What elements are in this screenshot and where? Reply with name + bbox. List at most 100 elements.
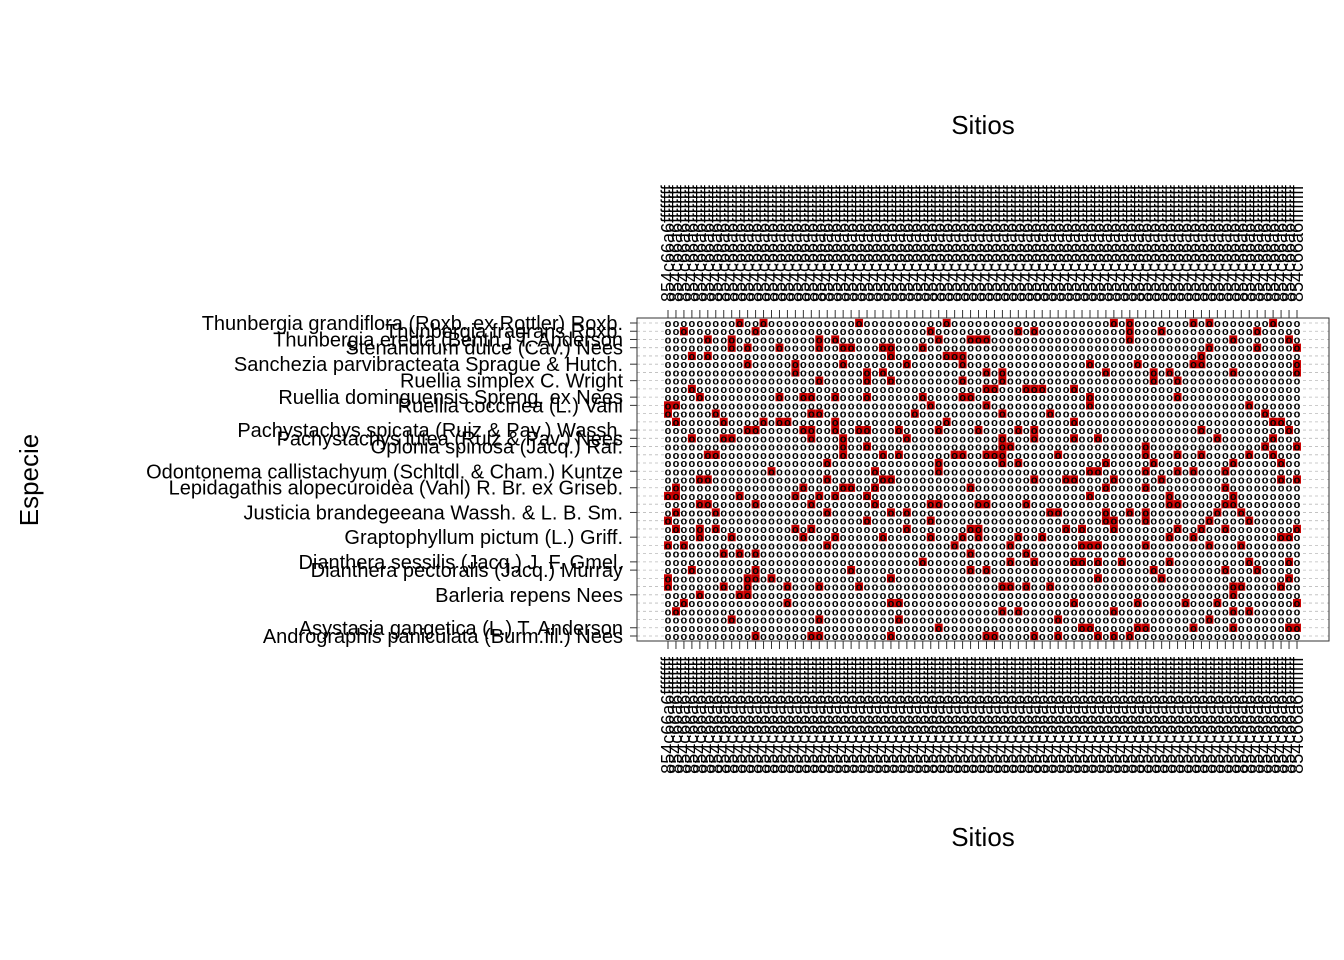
cell-symbol: o [943, 573, 950, 585]
cell-symbol: o [1286, 425, 1293, 437]
cell-present [751, 327, 760, 336]
cell-symbol: o [1286, 483, 1293, 495]
cell-symbol: o [888, 326, 895, 338]
cell-symbol: o [864, 582, 871, 594]
cell-symbol: o [919, 376, 926, 388]
cell-symbol: o [911, 615, 918, 627]
cell-symbol: o [1071, 582, 1078, 594]
cell-present [1109, 318, 1118, 328]
cell-symbol: o [1166, 623, 1173, 635]
cell-symbol: o [1270, 343, 1277, 355]
cell-symbol: o [999, 598, 1006, 610]
cell-symbol: o [720, 318, 727, 330]
cell-symbol: o [935, 343, 942, 355]
cell-symbol: o [800, 376, 807, 388]
cell-symbol: o [1023, 606, 1030, 618]
cell-symbol: o [681, 409, 688, 421]
cell-symbol: o [1286, 524, 1293, 536]
cell-symbol: o [832, 565, 839, 577]
cell-present [1125, 318, 1134, 328]
cell-symbol: o [896, 483, 903, 495]
cell-symbol: o [800, 384, 807, 396]
cell-symbol: o [689, 318, 696, 330]
cell-symbol: o [800, 532, 807, 544]
cell-present [1141, 450, 1150, 459]
cell-symbol: o [792, 516, 799, 528]
cell-symbol: o [911, 483, 918, 495]
cell-symbol: o [752, 549, 759, 561]
cell-symbol: o [665, 367, 672, 379]
cell-symbol: o [681, 516, 688, 528]
cell-present [727, 434, 736, 443]
cell-symbol: o [959, 565, 966, 577]
cell-symbol: o [903, 598, 910, 610]
cell-present [1213, 508, 1222, 517]
cell-present [1205, 343, 1214, 352]
cell-symbol: o [1039, 458, 1046, 470]
cell-symbol: o [1182, 466, 1189, 478]
cell-symbol: o [1158, 450, 1165, 462]
cell-symbol: o [760, 598, 767, 610]
cell-symbol: o [832, 606, 839, 618]
cell-symbol: o [1103, 466, 1110, 478]
cell-symbol: o [1270, 351, 1277, 363]
cell-symbol: o [1150, 606, 1157, 618]
cell-symbol: o [967, 557, 974, 569]
cell-symbol: o [1087, 615, 1094, 627]
cell-symbol: o [792, 565, 799, 577]
cell-present [966, 483, 975, 492]
cell-symbol: o [1278, 540, 1285, 552]
cell-symbol: o [744, 606, 751, 618]
cell-symbol: o [1095, 384, 1102, 396]
cell-symbol: o [1015, 326, 1022, 338]
cell-symbol: o [1118, 549, 1125, 561]
cell-symbol: o [880, 359, 887, 371]
cell-symbol: o [744, 573, 751, 585]
cell-symbol: o [1174, 376, 1181, 388]
cell-symbol: o [911, 475, 918, 487]
cell-symbol: o [1182, 359, 1189, 371]
cell-symbol: o [1134, 516, 1141, 528]
cell-symbol: o [1254, 524, 1261, 536]
cell-symbol: o [1158, 573, 1165, 585]
cell-present [1293, 524, 1301, 534]
cell-present [807, 393, 816, 402]
cell-symbol: o [1071, 409, 1078, 421]
cell-symbol: o [689, 631, 696, 643]
cell-symbol: o [880, 516, 887, 528]
cell-symbol: o [911, 409, 918, 421]
cell-symbol: o [1071, 615, 1078, 627]
cell-symbol: o [1230, 582, 1237, 594]
cell-symbol: o [760, 532, 767, 544]
cell-symbol: o [1134, 326, 1141, 338]
cell-symbol: o [1230, 392, 1237, 404]
cell-symbol: o [1214, 442, 1221, 454]
cell-symbol: o [1126, 582, 1133, 594]
cell-present [934, 467, 943, 476]
cell-symbol: o [848, 475, 855, 487]
cell-symbol: o [1150, 615, 1157, 627]
cell-symbol: o [696, 573, 703, 585]
cell-symbol: o [943, 417, 950, 429]
cell-symbol: o [1214, 565, 1221, 577]
cell-present [998, 450, 1007, 459]
cell-present [1101, 508, 1110, 517]
cell-symbol: o [1174, 367, 1181, 379]
cell-present [934, 425, 943, 435]
cell-symbol: o [991, 376, 998, 388]
cell-symbol: o [927, 532, 934, 544]
cell-symbol: o [792, 359, 799, 371]
cell-symbol: o [959, 507, 966, 519]
cell-present [1093, 631, 1102, 641]
cell-symbol: o [728, 507, 735, 519]
cell-symbol: o [1071, 507, 1078, 519]
cell-symbol: o [959, 483, 966, 495]
cell-symbol: o [927, 433, 934, 445]
cell-symbol: o [784, 615, 791, 627]
cell-symbol: o [872, 417, 879, 429]
cell-symbol: o [1023, 524, 1030, 536]
cell-symbol: o [1150, 425, 1157, 437]
cell-symbol: o [927, 507, 934, 519]
cell-symbol: o [776, 516, 783, 528]
cell-symbol: o [696, 532, 703, 544]
